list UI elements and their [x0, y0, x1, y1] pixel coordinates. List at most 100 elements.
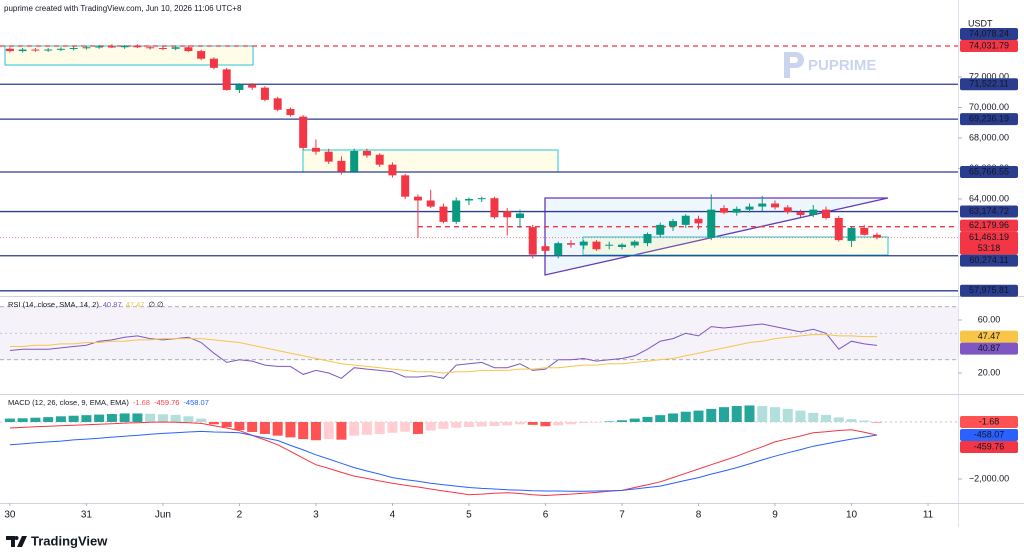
candle-body	[273, 98, 282, 110]
legend-title: RSI (14, close, SMA, 14, 2)	[8, 300, 99, 309]
legend-title: MACD (12, 26, close, 9, EMA, EMA)	[8, 398, 129, 407]
candle-body	[554, 243, 563, 256]
histogram-bar	[400, 421, 411, 432]
macd-value-label: -459.76	[974, 441, 1005, 451]
macd-value-label-bg	[960, 429, 1018, 442]
y-tick-label: 20.00	[978, 367, 1001, 377]
level-label-bg	[960, 205, 1018, 218]
candle-body	[707, 209, 716, 238]
legend: MACD (12, 26, close, 9, EMA, EMA) -1.68 -4…	[8, 398, 209, 407]
candle-body	[668, 221, 677, 227]
histogram-bar	[514, 421, 525, 425]
candle-body	[324, 151, 333, 162]
level-label-bg	[960, 254, 1018, 267]
candle-body	[503, 211, 512, 218]
level-label: 62,179.96	[969, 220, 1009, 230]
rsi-line	[9, 334, 877, 374]
candle-body	[681, 215, 690, 225]
rsi-band	[0, 306, 958, 360]
histogram-bar	[527, 421, 538, 425]
histogram-bar	[731, 406, 742, 422]
histogram-bar	[94, 414, 105, 422]
brand-icon	[6, 536, 27, 547]
candle-body	[362, 150, 371, 156]
rsi-value-label-bg	[960, 330, 1018, 343]
level-label-bg	[960, 78, 1018, 91]
brand-name: TradingView	[31, 533, 108, 548]
histogram-bar	[196, 418, 207, 422]
histogram-bar	[821, 414, 832, 422]
x-tick-label: 8	[696, 510, 702, 521]
histogram-bar	[298, 421, 309, 440]
legend: RSI (14, close, SMA, 14, 2) 40.87 47.47 ∅ ∅	[8, 300, 164, 309]
histogram-bar	[642, 416, 653, 422]
candle-body	[401, 175, 410, 197]
histogram-bar	[4, 418, 15, 422]
histogram-bar	[718, 407, 729, 422]
legend-value: -458.07	[183, 398, 208, 407]
x-tick-label: 4	[390, 510, 396, 521]
histogram-bar	[336, 421, 347, 440]
histogram-bar	[553, 421, 564, 426]
y-tick-label: 70,000.00	[969, 102, 1009, 112]
candle-body	[783, 207, 792, 212]
legend-value: -459.76	[154, 398, 179, 407]
candle-body	[133, 45, 142, 48]
candle-body	[745, 206, 754, 210]
candle-body	[388, 164, 397, 176]
x-tick-label: 9	[772, 510, 778, 521]
x-tick-label: Jun	[155, 510, 171, 521]
histogram-bar	[361, 421, 372, 435]
candle-body	[464, 198, 473, 201]
candle-body	[5, 48, 14, 52]
histogram-bar	[285, 421, 296, 438]
histogram-bar	[629, 418, 640, 422]
x-tick-label: 5	[466, 510, 472, 521]
candle-body	[56, 48, 65, 50]
candle-body	[337, 160, 346, 172]
candle-body	[413, 196, 422, 201]
level-label: 74,031.79	[969, 40, 1009, 50]
candle-body	[18, 49, 27, 52]
zone-box	[582, 236, 889, 256]
level-label: 65,766.55	[969, 166, 1009, 176]
legend-value: -1.68	[133, 398, 150, 407]
candle-body	[439, 206, 448, 222]
candle-body	[617, 244, 626, 247]
level-label-bg	[960, 113, 1018, 126]
credit: puprime created with TradingView.com, Ju…	[4, 4, 242, 13]
candle-body	[235, 84, 244, 90]
candle-body	[719, 208, 728, 213]
macd-value-label-bg	[960, 441, 1018, 454]
histogram-bar	[451, 421, 462, 428]
candle-body	[120, 45, 129, 48]
level-label: 57,975.81	[969, 285, 1009, 295]
candle-body	[299, 116, 308, 148]
candle-body	[82, 47, 91, 49]
x-tick-label: 11	[923, 510, 934, 521]
histogram-bar	[208, 421, 219, 425]
candle-body	[286, 109, 295, 116]
histogram-bar	[540, 421, 551, 427]
histogram-bar	[106, 414, 117, 422]
candle-body	[834, 218, 843, 241]
watermark-text: PUPRIME	[808, 57, 876, 74]
candle-body	[490, 198, 499, 218]
histogram-bar	[157, 414, 168, 422]
candle-body	[515, 213, 524, 219]
x-tick-label: 3	[313, 510, 319, 521]
candle-body	[771, 203, 780, 208]
candle-body	[528, 227, 537, 255]
histogram-bar	[693, 410, 704, 422]
candle-body	[566, 243, 575, 245]
histogram-bar	[616, 420, 627, 422]
histogram-bar	[667, 413, 678, 422]
level-label-bg	[960, 166, 1018, 179]
candle-body	[107, 46, 116, 48]
histogram-bar	[578, 421, 589, 424]
candle-body	[95, 46, 104, 48]
histogram-bar	[833, 417, 844, 422]
candle-body	[452, 200, 461, 222]
macd-value-label: -458.07	[974, 429, 1005, 439]
